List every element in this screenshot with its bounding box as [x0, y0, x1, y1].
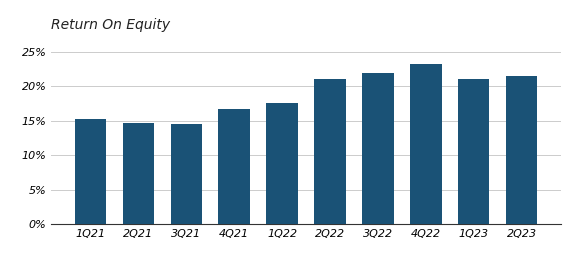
Bar: [363, 73, 394, 224]
Bar: [74, 119, 106, 224]
Bar: [170, 124, 202, 224]
Bar: [267, 103, 297, 224]
Text: Return On Equity: Return On Equity: [51, 18, 170, 32]
Bar: [410, 64, 442, 224]
Bar: [506, 76, 538, 224]
Bar: [458, 79, 490, 224]
Bar: [219, 109, 249, 224]
Bar: [315, 79, 345, 224]
Bar: [122, 123, 154, 224]
